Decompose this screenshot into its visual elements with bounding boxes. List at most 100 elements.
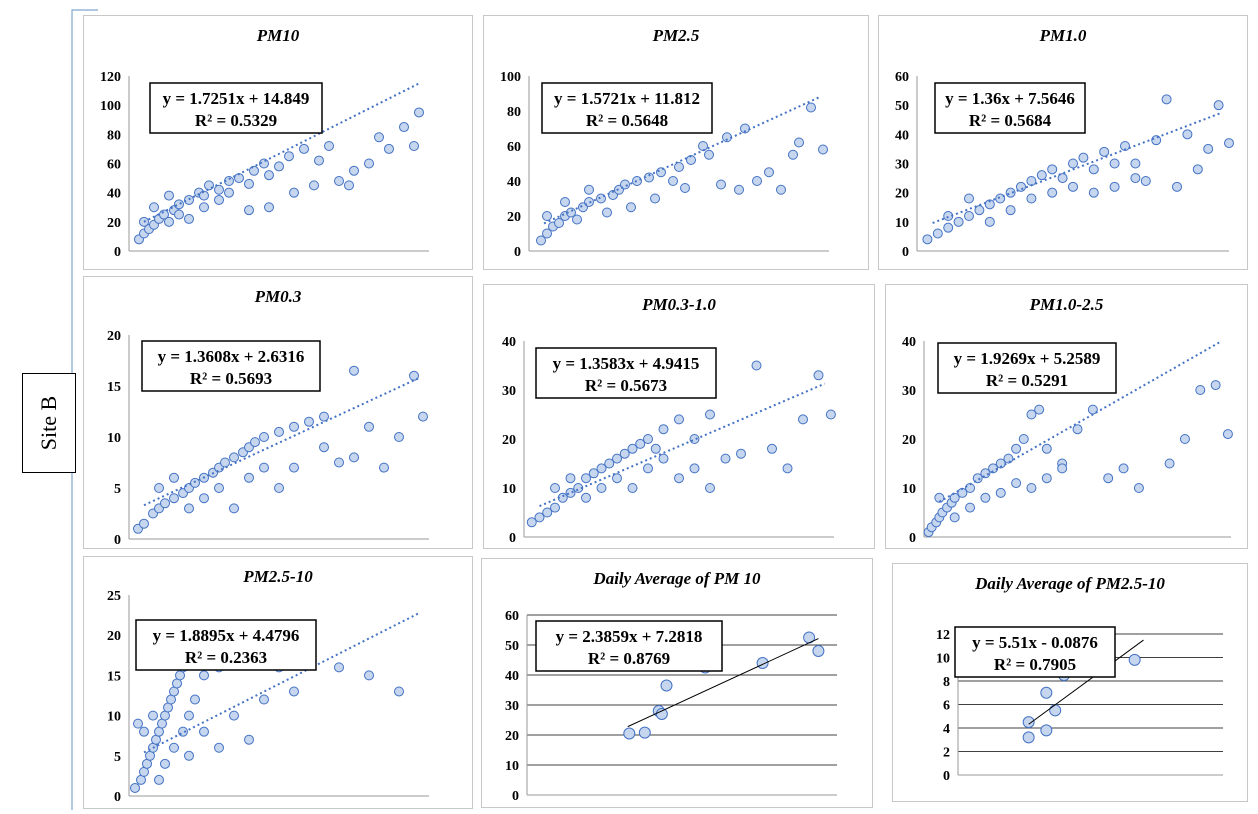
data-point [1072, 424, 1083, 435]
data-point [650, 443, 661, 454]
site-label: Site B [22, 373, 76, 473]
data-point [584, 184, 594, 195]
trendline [932, 112, 1220, 224]
data-point [169, 493, 179, 504]
y-tick-label: 10 [107, 710, 121, 725]
data-point [643, 434, 653, 444]
y-tick-label: 60 [507, 140, 521, 155]
data-point [806, 102, 816, 113]
y-tick-label: 0 [943, 769, 950, 784]
data-point [674, 414, 684, 425]
r-squared-text: R² = 0.5648 [586, 111, 668, 130]
data-point [220, 457, 230, 468]
data-point [199, 726, 209, 737]
data-point [788, 149, 798, 160]
data-point [612, 473, 622, 484]
trendline [143, 376, 421, 507]
data-point [244, 734, 254, 745]
data-point [154, 483, 164, 493]
data-point [364, 158, 374, 169]
data-point [1109, 181, 1120, 192]
chart-title: Daily Average of PM2.5-10 [974, 574, 1165, 593]
data-point [149, 202, 159, 213]
y-tick-label: 12 [936, 628, 950, 643]
data-point [964, 193, 974, 204]
data-point [264, 170, 274, 181]
y-tick-label: 30 [902, 384, 916, 399]
equation-text: y = 1.36x + 7.5646 [945, 89, 1075, 108]
data-point [1011, 478, 1022, 489]
y-tick-label: 100 [100, 99, 121, 114]
data-point [704, 149, 714, 160]
data-point [1057, 463, 1068, 474]
r-squared-text: R² = 0.5693 [190, 369, 272, 388]
y-tick-label: 20 [902, 433, 916, 448]
data-point [650, 193, 660, 204]
data-point [344, 180, 354, 191]
data-point [689, 463, 700, 474]
data-point [655, 708, 668, 720]
data-point [550, 483, 560, 493]
data-point [394, 432, 404, 442]
data-point [244, 472, 254, 483]
data-point [974, 205, 985, 216]
r-squared-text: R² = 0.7905 [994, 655, 1076, 674]
data-point [299, 143, 309, 154]
data-point [1040, 724, 1053, 737]
trendline [143, 82, 421, 223]
data-point [623, 727, 636, 740]
data-point [319, 442, 329, 453]
chart-panel-pm10: PM10 0 20 40 60 80 100 120 y = 1.7251x + 14.849 R… [83, 15, 473, 270]
data-point [825, 409, 836, 420]
data-point [668, 176, 678, 186]
data-point [751, 360, 762, 371]
data-point [619, 448, 630, 459]
trendline [1028, 639, 1144, 725]
data-point [148, 710, 158, 721]
y-tick-label: 4 [943, 722, 950, 737]
equation-box [934, 82, 1086, 134]
data-point [199, 493, 209, 504]
equation-box [149, 82, 323, 134]
data-point [224, 187, 234, 198]
data-point [160, 758, 170, 769]
data-point [399, 122, 409, 133]
data-point [250, 437, 260, 448]
data-point [922, 234, 933, 245]
data-point [1049, 704, 1062, 717]
data-point [980, 468, 991, 479]
data-point [184, 710, 194, 721]
data-point [984, 199, 995, 210]
data-point [602, 207, 612, 218]
data-point [1195, 385, 1206, 395]
data-point [164, 216, 174, 227]
data-point [776, 184, 786, 195]
y-tick-label: 10 [902, 482, 916, 497]
data-point [1011, 443, 1022, 454]
data-point [550, 502, 560, 513]
y-tick-label: 40 [902, 335, 916, 350]
chart-svg: PM2.5-10 0 5 10 15 20 25 y = 1.8895x + 4.4796 R²… [107, 567, 429, 805]
data-point [560, 197, 570, 207]
data-point [526, 517, 537, 528]
chart-panel-pm1-0: PM1.0 0 10 20 30 40 50 60 y = 1.36x + 7.5646 R² =… [878, 15, 1248, 270]
equation-text: y = 1.5721x + 11.812 [554, 89, 700, 108]
r-squared-text: R² = 0.5684 [969, 111, 1052, 130]
data-point [932, 228, 943, 239]
data-point [995, 193, 1006, 204]
data-point [1130, 173, 1141, 184]
data-point [1041, 473, 1052, 484]
data-point [674, 162, 684, 172]
data-point [995, 487, 1006, 498]
data-point [1128, 653, 1141, 666]
data-point [259, 694, 269, 705]
y-tick-label: 60 [107, 158, 121, 173]
data-point [409, 141, 419, 151]
data-point [184, 750, 194, 761]
data-point [314, 155, 324, 166]
y-tick-label: 30 [505, 699, 519, 714]
data-point [379, 462, 389, 473]
data-point [1036, 170, 1047, 181]
data-point [943, 222, 954, 233]
y-tick-label: 0 [114, 533, 121, 548]
